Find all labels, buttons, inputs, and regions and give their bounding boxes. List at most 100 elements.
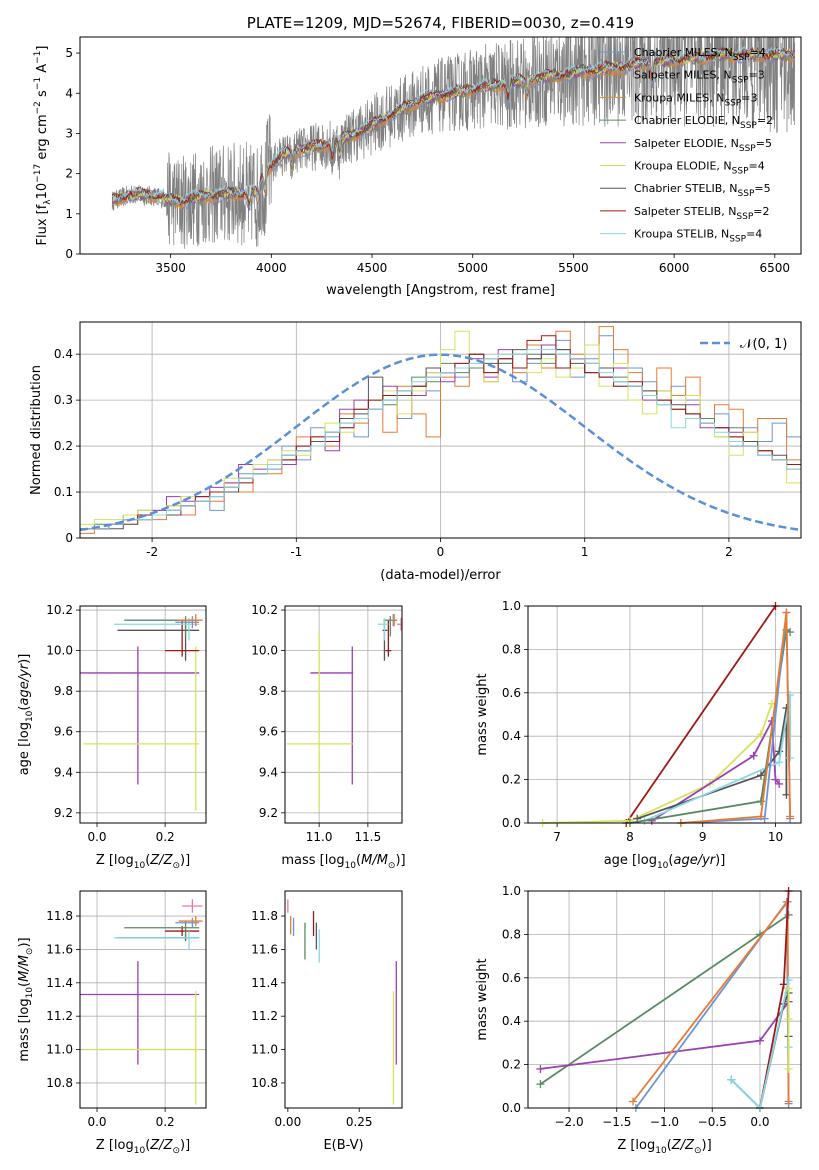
x-tick-label: 0.00 bbox=[274, 1115, 301, 1129]
y-tick-label: 0.2 bbox=[502, 773, 521, 787]
mass-weight-panel-frame bbox=[527, 890, 802, 1109]
y-tick-label: 1.0 bbox=[502, 599, 521, 613]
plus-marker bbox=[629, 1097, 637, 1106]
y-tick-label: 11.8 bbox=[251, 909, 278, 923]
y-tick-label: 9.6 bbox=[54, 725, 73, 739]
y-tick-label: 9.6 bbox=[259, 725, 278, 739]
y-axis-label: Flux [fλ10−17 erg cm−2 s−1 A−1] bbox=[33, 46, 53, 246]
plus-marker bbox=[784, 1097, 793, 1106]
legend-entry: Salpeter STELIB, NSSP=2 bbox=[634, 205, 770, 222]
histogram-step bbox=[80, 349, 801, 538]
model-spectrum-line bbox=[111, 46, 795, 206]
plus-marker bbox=[784, 1064, 793, 1073]
histogram-step bbox=[80, 330, 801, 538]
legend-entry: Chabrier ELODIE, NSSP=2 bbox=[634, 114, 773, 131]
plus-marker bbox=[775, 758, 784, 767]
x-tick-label: 7 bbox=[553, 830, 561, 844]
x-axis-label: E(B-V) bbox=[323, 1138, 363, 1153]
y-tick-label: 0.1 bbox=[54, 485, 73, 499]
x-tick-label: -1 bbox=[290, 545, 302, 559]
x-axis-label: (data-model)/error bbox=[380, 568, 501, 583]
x-tick-label: 11.5 bbox=[355, 830, 382, 844]
plus-marker bbox=[536, 1064, 545, 1073]
legend-entry: 𝒩(0, 1) bbox=[740, 337, 787, 352]
y-tick-label: 4 bbox=[65, 86, 73, 100]
y-tick-label: 0.4 bbox=[54, 347, 73, 361]
y-tick-label: 9.2 bbox=[259, 806, 278, 820]
x-tick-label: 6500 bbox=[760, 261, 791, 275]
x-axis-label: age [log10(age/yr)] bbox=[604, 853, 726, 871]
plus-marker bbox=[779, 980, 788, 989]
y-tick-label: 9.8 bbox=[54, 684, 73, 698]
plus-marker bbox=[782, 703, 791, 712]
y-tick-label: 11.2 bbox=[46, 1009, 73, 1023]
x-axis-label: wavelength [Angstrom, rest frame] bbox=[326, 283, 555, 298]
plus-marker bbox=[782, 608, 791, 617]
legend-entry: Salpeter MILES, NSSP=3 bbox=[634, 69, 765, 86]
y-axis-label: mass weight bbox=[475, 958, 490, 1040]
histogram-step bbox=[80, 349, 801, 538]
plus-marker bbox=[784, 1015, 793, 1024]
histogram-step bbox=[80, 335, 801, 538]
x-tick-label: 4500 bbox=[357, 261, 388, 275]
y-tick-label: 9.2 bbox=[54, 806, 73, 820]
plus-marker bbox=[784, 975, 793, 984]
y-axis-label: age [log10(age/yr)] bbox=[17, 654, 35, 776]
histogram-frame bbox=[79, 321, 802, 539]
mass-weight-line bbox=[644, 694, 791, 822]
histogram-step bbox=[80, 326, 801, 538]
y-tick-label: 11.0 bbox=[46, 1043, 73, 1057]
legend-entry: Chabrier STELIB, NSSP=5 bbox=[634, 182, 771, 199]
x-tick-label: 0 bbox=[437, 545, 445, 559]
y-axis-label: mass weight bbox=[475, 673, 490, 755]
x-axis-label: Z [log10(Z/Z⊙)] bbox=[617, 1138, 711, 1156]
y-tick-label: 5 bbox=[65, 46, 73, 60]
y-tick-label: 0.4 bbox=[502, 729, 521, 743]
plus-marker bbox=[756, 771, 765, 780]
gaussian-curve bbox=[79, 353, 799, 532]
plus-marker bbox=[775, 779, 784, 788]
chart-title: PLATE=1209, MJD=52674, FIBERID=0030, z=0… bbox=[247, 14, 634, 32]
y-tick-label: 1.0 bbox=[502, 884, 521, 898]
x-axis-label: mass [log10(M/M⊙)] bbox=[281, 853, 405, 871]
errorbar-panel-frame bbox=[284, 890, 403, 1109]
y-tick-label: 10.2 bbox=[251, 603, 278, 617]
plus-marker bbox=[749, 751, 758, 760]
x-tick-label: 6000 bbox=[659, 261, 690, 275]
histogram-step bbox=[80, 335, 801, 538]
x-tick-label: −2.0 bbox=[554, 1115, 583, 1129]
legend-entry: Chabrier MILES, NSSP=4 bbox=[634, 46, 766, 63]
y-tick-label: 11.8 bbox=[46, 909, 73, 923]
x-tick-label: 9 bbox=[699, 830, 707, 844]
x-tick-label: 0.0 bbox=[750, 1115, 769, 1129]
y-tick-label: 0.0 bbox=[502, 816, 521, 830]
y-tick-label: 0 bbox=[65, 247, 73, 261]
x-tick-label: 0.0 bbox=[87, 830, 106, 844]
x-tick-label: 5500 bbox=[558, 261, 589, 275]
y-tick-label: 0 bbox=[65, 531, 73, 545]
y-tick-label: 0.2 bbox=[54, 439, 73, 453]
errorbar-panel-frame bbox=[284, 605, 403, 824]
plus-marker bbox=[771, 775, 780, 784]
y-axis-label: Normed distribution bbox=[29, 365, 44, 495]
data-spectrum-line bbox=[111, 37, 796, 249]
x-tick-label: 2 bbox=[725, 545, 733, 559]
x-tick-label: −1.0 bbox=[650, 1115, 679, 1129]
y-tick-label: 0.0 bbox=[502, 1101, 521, 1115]
y-tick-label: 0.6 bbox=[502, 971, 521, 985]
legend-entry: Kroupa ELODIE, NSSP=4 bbox=[634, 160, 765, 177]
x-tick-label: −1.5 bbox=[602, 1115, 631, 1129]
x-tick-label: 10 bbox=[768, 830, 783, 844]
y-tick-label: 0.3 bbox=[54, 393, 73, 407]
legend-entry: Kroupa STELIB, NSSP=4 bbox=[634, 228, 762, 245]
y-tick-label: 10.8 bbox=[251, 1076, 278, 1090]
y-tick-label: 9.4 bbox=[54, 765, 73, 779]
plus-marker bbox=[536, 1080, 545, 1089]
y-tick-label: 0.6 bbox=[502, 686, 521, 700]
x-tick-label: 8 bbox=[626, 830, 634, 844]
y-tick-label: 0.8 bbox=[502, 927, 521, 941]
y-axis-label: mass [log10(M/M⊙)] bbox=[17, 937, 35, 1061]
x-tick-label: 0.2 bbox=[156, 1115, 175, 1129]
y-tick-label: 0.4 bbox=[502, 1014, 521, 1028]
